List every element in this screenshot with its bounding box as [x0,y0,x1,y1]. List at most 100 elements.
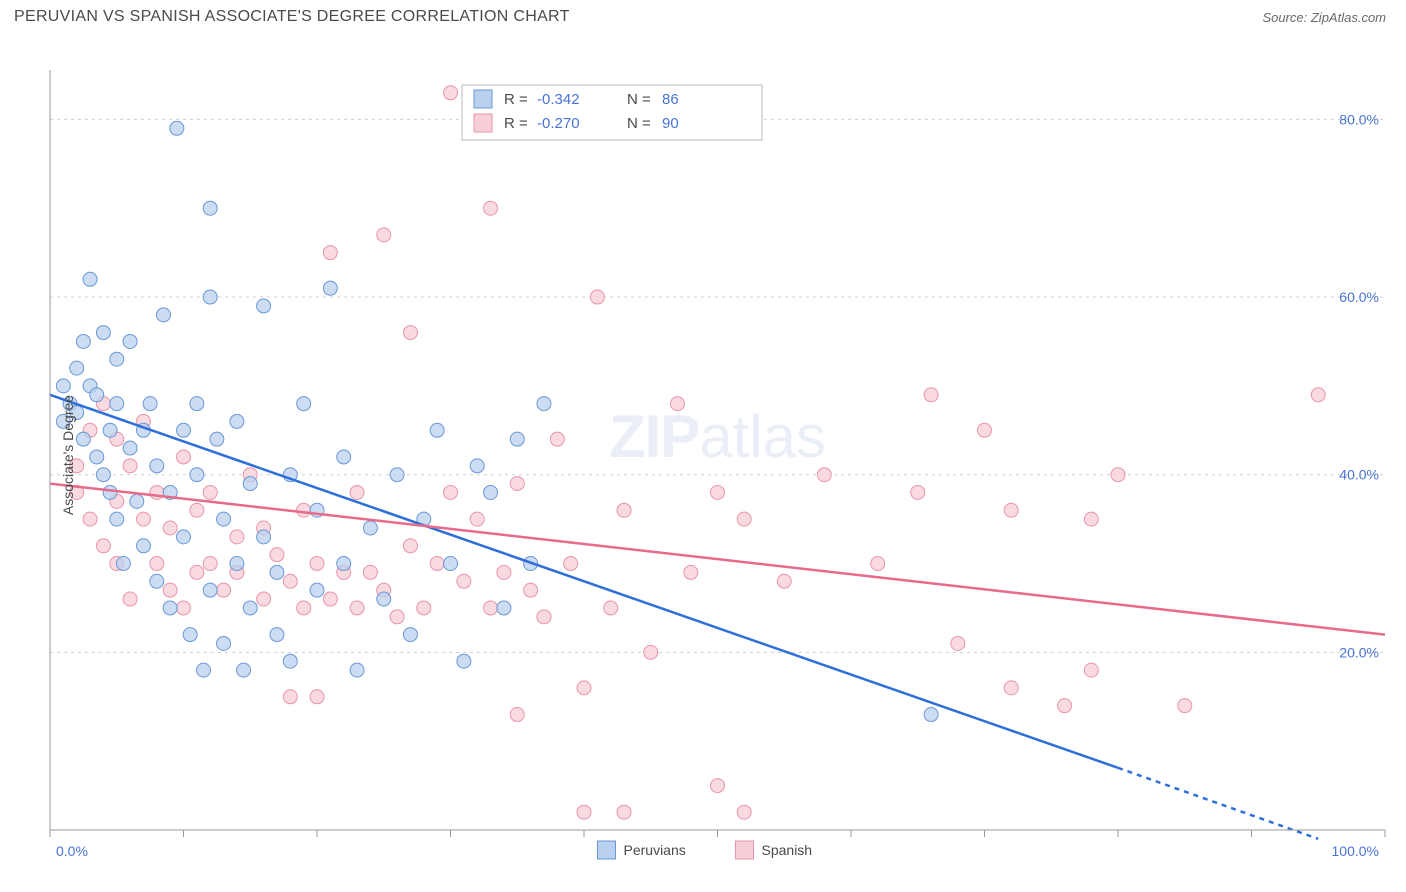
scatter-point [177,601,191,615]
scatter-point [150,459,164,473]
y-tick-label: 20.0% [1339,644,1379,660]
scatter-point [564,557,578,571]
y-tick-label: 40.0% [1339,467,1379,483]
scatter-point [257,530,271,544]
scatter-point [183,628,197,642]
legend-n-value: 86 [662,91,679,108]
scatter-point [163,521,177,535]
scatter-point [978,423,992,437]
y-tick-label: 60.0% [1339,289,1379,305]
scatter-point [337,450,351,464]
scatter-point [130,494,144,508]
scatter-point [116,557,130,571]
scatter-point [951,636,965,650]
scatter-point [430,423,444,437]
legend-swatch [736,841,754,859]
scatter-point [230,530,244,544]
scatter-point [1004,681,1018,695]
scatter-point [470,459,484,473]
scatter-point [96,468,110,482]
scatter-point [170,121,184,135]
scatter-point [297,601,311,615]
scatter-point [156,308,170,322]
scatter-point [323,246,337,260]
scatter-point [711,779,725,793]
x-tick-label: 100.0% [1332,843,1379,859]
scatter-point [257,592,271,606]
scatter-point [203,201,217,215]
scatter-point [190,468,204,482]
legend-series-label: Spanish [762,842,813,858]
scatter-point [1058,699,1072,713]
scatter-point [524,583,538,597]
scatter-point [924,388,938,402]
scatter-point [1111,468,1125,482]
scatter-point [510,477,524,491]
scatter-point [190,397,204,411]
scatter-point [444,485,458,499]
scatter-point [417,601,431,615]
scatter-point [403,628,417,642]
scatter-point [337,557,351,571]
scatter-point [123,459,137,473]
scatter-point [484,201,498,215]
scatter-point [390,468,404,482]
scatter-point [150,557,164,571]
legend-r-value: -0.270 [537,115,580,132]
scatter-point [83,512,97,526]
scatter-point [230,557,244,571]
scatter-point [270,548,284,562]
chart-area: Associate's Degree ZIPatlas0.0%100.0%20.… [0,30,1406,880]
legend-n-label: N = [627,115,651,132]
scatter-point [56,379,70,393]
scatter-point [911,485,925,499]
chart-header: PERUVIAN VS SPANISH ASSOCIATE'S DEGREE C… [0,0,1406,30]
scatter-point [817,468,831,482]
scatter-point [497,565,511,579]
scatter-point [377,228,391,242]
scatter-point [123,441,137,455]
scatter-point [83,272,97,286]
scatter-point [150,574,164,588]
scatter-point [103,423,117,437]
scatter-point [1084,663,1098,677]
scatter-point [537,397,551,411]
scatter-point [190,503,204,517]
scatter-point [1004,503,1018,517]
scatter-point [110,352,124,366]
scatter-point [103,485,117,499]
scatter-point [283,654,297,668]
scatter-point [230,414,244,428]
legend-r-label: R = [504,91,528,108]
legend-r-label: R = [504,115,528,132]
y-axis-label: Associate's Degree [60,395,76,515]
scatter-point [617,503,631,517]
scatter-point [350,601,364,615]
x-tick-label: 0.0% [56,843,88,859]
scatter-point [711,485,725,499]
scatter-point [123,592,137,606]
scatter-point [310,690,324,704]
scatter-point [297,397,311,411]
scatter-point [737,512,751,526]
scatter-point [590,290,604,304]
scatter-point [510,708,524,722]
scatter-point [217,636,231,650]
scatter-point [350,485,364,499]
scatter-point [377,592,391,606]
scatter-point [96,326,110,340]
scatter-point [363,565,377,579]
scatter-point [177,530,191,544]
scatter-point [217,583,231,597]
scatter-point [323,592,337,606]
scatter-point [76,334,90,348]
scatter-point [350,663,364,677]
scatter-point [644,645,658,659]
scatter-point [177,423,191,437]
scatter-point [270,628,284,642]
scatter-point [76,432,90,446]
legend-r-value: -0.342 [537,91,580,108]
legend-n-value: 90 [662,115,679,132]
trend-line [50,395,1118,768]
scatter-point [484,601,498,615]
